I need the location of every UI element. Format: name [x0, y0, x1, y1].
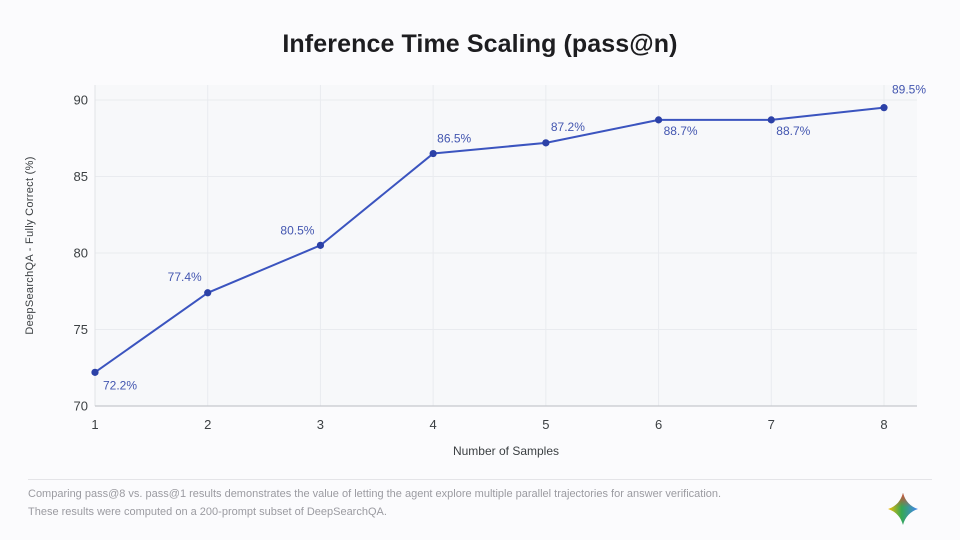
data-point-label: 87.2%: [551, 120, 585, 134]
x-tick-label: 4: [430, 417, 437, 432]
chart-title: Inference Time Scaling (pass@n): [282, 30, 678, 58]
data-point-label: 86.5%: [437, 132, 471, 146]
x-tick-label: 1: [91, 417, 98, 432]
x-tick-label: 3: [317, 417, 324, 432]
footer-caption-line1: Comparing pass@8 vs. pass@1 results demo…: [28, 488, 722, 500]
data-point-label: 88.7%: [664, 124, 698, 138]
y-axis-title: DeepSearchQA - Fully Correct (%): [24, 156, 36, 334]
y-tick-label: 85: [74, 169, 88, 184]
y-tick-label: 75: [74, 322, 88, 337]
gemini-sparkle-icon: [888, 493, 918, 525]
x-tick-label: 2: [204, 417, 211, 432]
y-tick-label: 70: [74, 399, 88, 414]
plot-area: [95, 85, 917, 406]
footer-divider: [28, 479, 932, 480]
data-point: [316, 241, 325, 249]
y-tick-label: 90: [74, 93, 88, 108]
data-point: [542, 139, 550, 147]
y-tick-label: 80: [74, 246, 88, 261]
x-tick-label: 5: [542, 417, 549, 432]
data-point-label: 72.2%: [103, 378, 137, 392]
x-tick-label: 6: [655, 417, 662, 432]
data-point: [429, 149, 437, 158]
x-tick-label: 8: [880, 417, 887, 432]
data-point: [767, 116, 775, 124]
data-point: [91, 368, 99, 376]
data-point: [204, 289, 212, 297]
data-point-label: 77.4%: [168, 270, 202, 284]
data-line: [94, 106, 885, 374]
data-point-label: 80.5%: [280, 223, 314, 237]
data-point-label: 88.7%: [776, 124, 810, 138]
x-tick-label: 7: [768, 417, 775, 432]
data-point: [880, 104, 888, 112]
footer-caption: Comparing pass@8 vs. pass@1 results demo…: [28, 485, 788, 521]
footer-caption-line2: These results were computed on a 200-pro…: [28, 506, 387, 518]
data-point-label: 89.5%: [892, 83, 926, 97]
data-point: [654, 116, 663, 124]
x-axis-title: Number of Samples: [453, 444, 559, 458]
